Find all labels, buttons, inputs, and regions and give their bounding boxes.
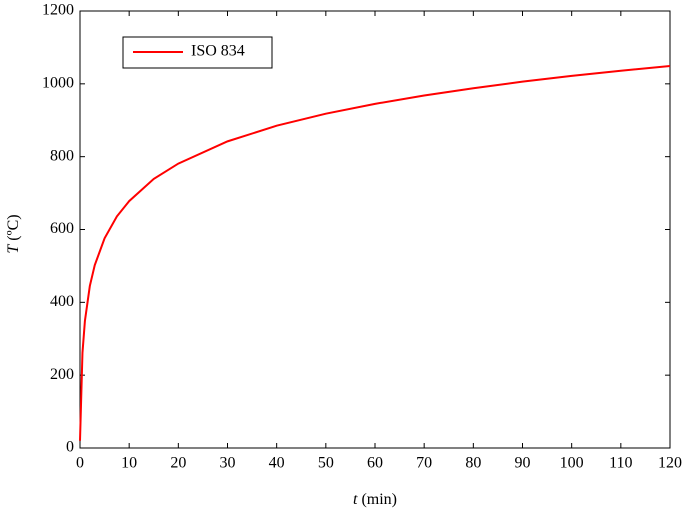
y-label-var: T	[5, 244, 22, 254]
x-tick-label: 120	[658, 455, 682, 472]
x-tick-label: 10	[121, 455, 137, 472]
y-tick-label: 1200	[42, 2, 74, 19]
data-line	[79, 64, 671, 441]
y-tick-label: 600	[50, 220, 74, 237]
legend-label: ISO 834	[191, 43, 245, 60]
x-label-var: t	[353, 491, 358, 508]
y-tick-label: 200	[50, 366, 74, 383]
x-tick-label: 50	[318, 455, 334, 472]
x-tick-label: 40	[269, 455, 285, 472]
x-tick-label: 80	[465, 455, 481, 472]
y-tick-label: 400	[50, 293, 74, 310]
x-tick-label: 100	[560, 455, 584, 472]
x-tick-label: 20	[170, 455, 186, 472]
x-tick-label: 110	[609, 455, 632, 472]
plot-frame	[79, 10, 671, 449]
x-tick-label: 60	[367, 455, 383, 472]
y-tick-label: 800	[50, 147, 74, 164]
x-tick-label: 70	[416, 455, 432, 472]
y-axis-label: T (ºC)	[5, 214, 22, 253]
x-tick-label: 0	[76, 455, 84, 472]
x-tick-label: 90	[515, 455, 531, 472]
y-tick-label: 1000	[42, 75, 74, 92]
x-label-unit: (min)	[361, 491, 397, 508]
y-label-unit: (ºC)	[5, 214, 22, 240]
x-tick-label: 30	[220, 455, 236, 472]
x-axis-label: t (min)	[353, 491, 397, 508]
y-tick-label: 0	[66, 439, 74, 456]
